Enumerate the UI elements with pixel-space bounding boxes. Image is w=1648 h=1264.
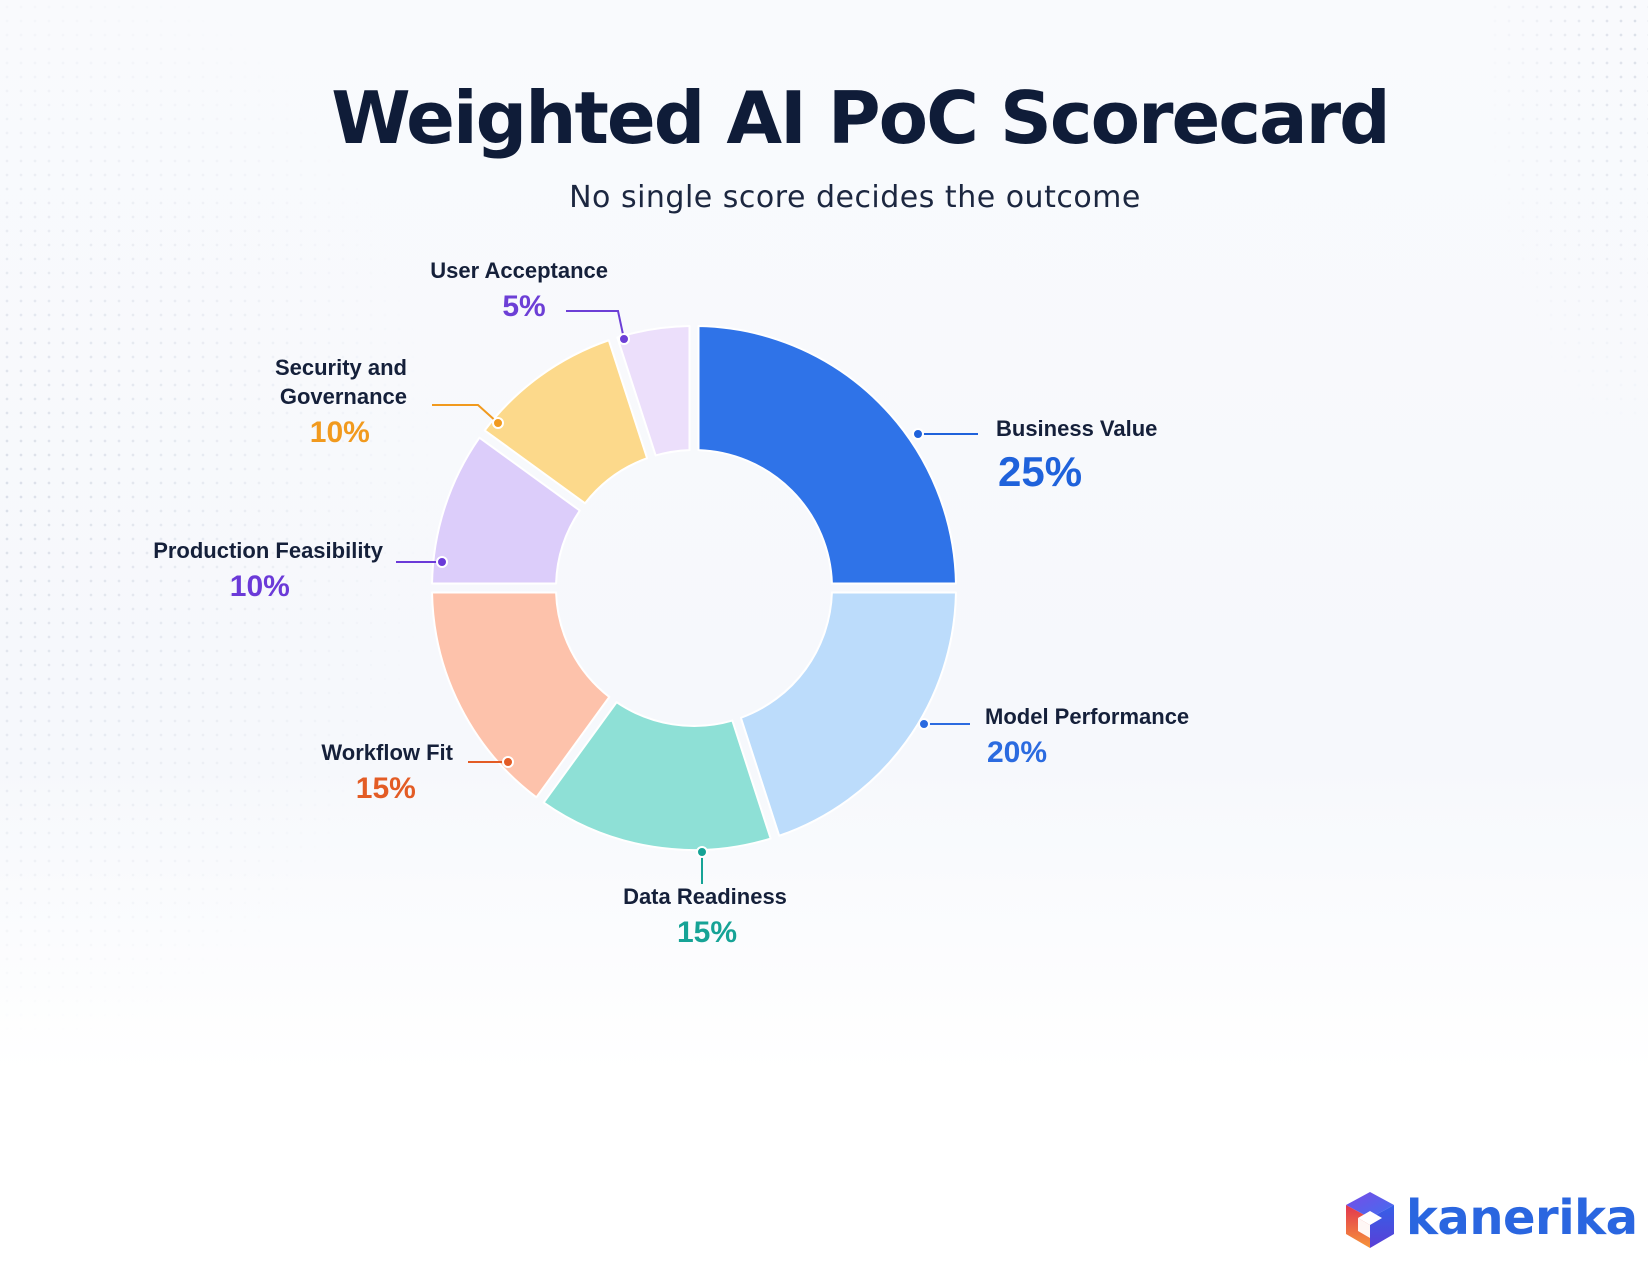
- leader-line-user-acceptance: [566, 310, 625, 340]
- slice-value-security-and-governance: 10%: [310, 416, 370, 449]
- slice-label-business-value: Business Value: [996, 416, 1157, 441]
- slice-business-value: [697, 325, 957, 585]
- slice-user-acceptance: [616, 325, 691, 457]
- slice-value-business-value: 25%: [998, 448, 1082, 495]
- dot-pattern-left: [0, 0, 480, 1100]
- chart-title: Weighted AI PoC Scorecard: [331, 76, 1390, 160]
- chart-subtitle: No single score decides the outcome: [569, 180, 1141, 215]
- leader-dot-business-value: [912, 428, 924, 440]
- leader-dot-workflow-fit: [502, 756, 514, 768]
- leader-dot-security-and-governance: [492, 417, 504, 429]
- slice-value-production-feasibility: 10%: [230, 570, 290, 603]
- slice-value-workflow-fit: 15%: [356, 772, 416, 805]
- slice-security-and-governance: [483, 339, 649, 505]
- leader-dot-user-acceptance: [618, 333, 630, 345]
- leader-dot-model-performance: [918, 718, 930, 730]
- dot-pattern-right: [1488, 0, 1648, 420]
- slice-value-data-readiness: 15%: [677, 916, 737, 949]
- slice-label-data-readiness: Data Readiness: [623, 884, 787, 909]
- slice-label-model-performance: Model Performance: [985, 704, 1189, 729]
- slice-label-user-acceptance: User Acceptance: [430, 258, 608, 283]
- slice-label-workflow-fit: Workflow Fit: [321, 740, 453, 765]
- slice-label-security-and-governance: Security and: [275, 355, 407, 380]
- leader-dot-data-readiness: [696, 846, 708, 858]
- slice-value-model-performance: 20%: [987, 736, 1047, 769]
- leader-line-security-and-governance: [432, 404, 499, 424]
- slice-label-security-and-governance: Governance: [280, 384, 407, 409]
- slice-label-production-feasibility: Production Feasibility: [153, 538, 384, 563]
- slice-production-feasibility: [431, 436, 581, 585]
- slice-workflow-fit: [431, 591, 611, 799]
- slice-value-user-acceptance: 5%: [502, 290, 545, 323]
- leader-dot-production-feasibility: [436, 556, 448, 568]
- slice-model-performance: [739, 591, 957, 837]
- cube-logo-icon: [1346, 1192, 1394, 1248]
- brand-name: kanerika: [1406, 1190, 1638, 1246]
- brand-logo: kanerika: [1340, 1188, 1638, 1252]
